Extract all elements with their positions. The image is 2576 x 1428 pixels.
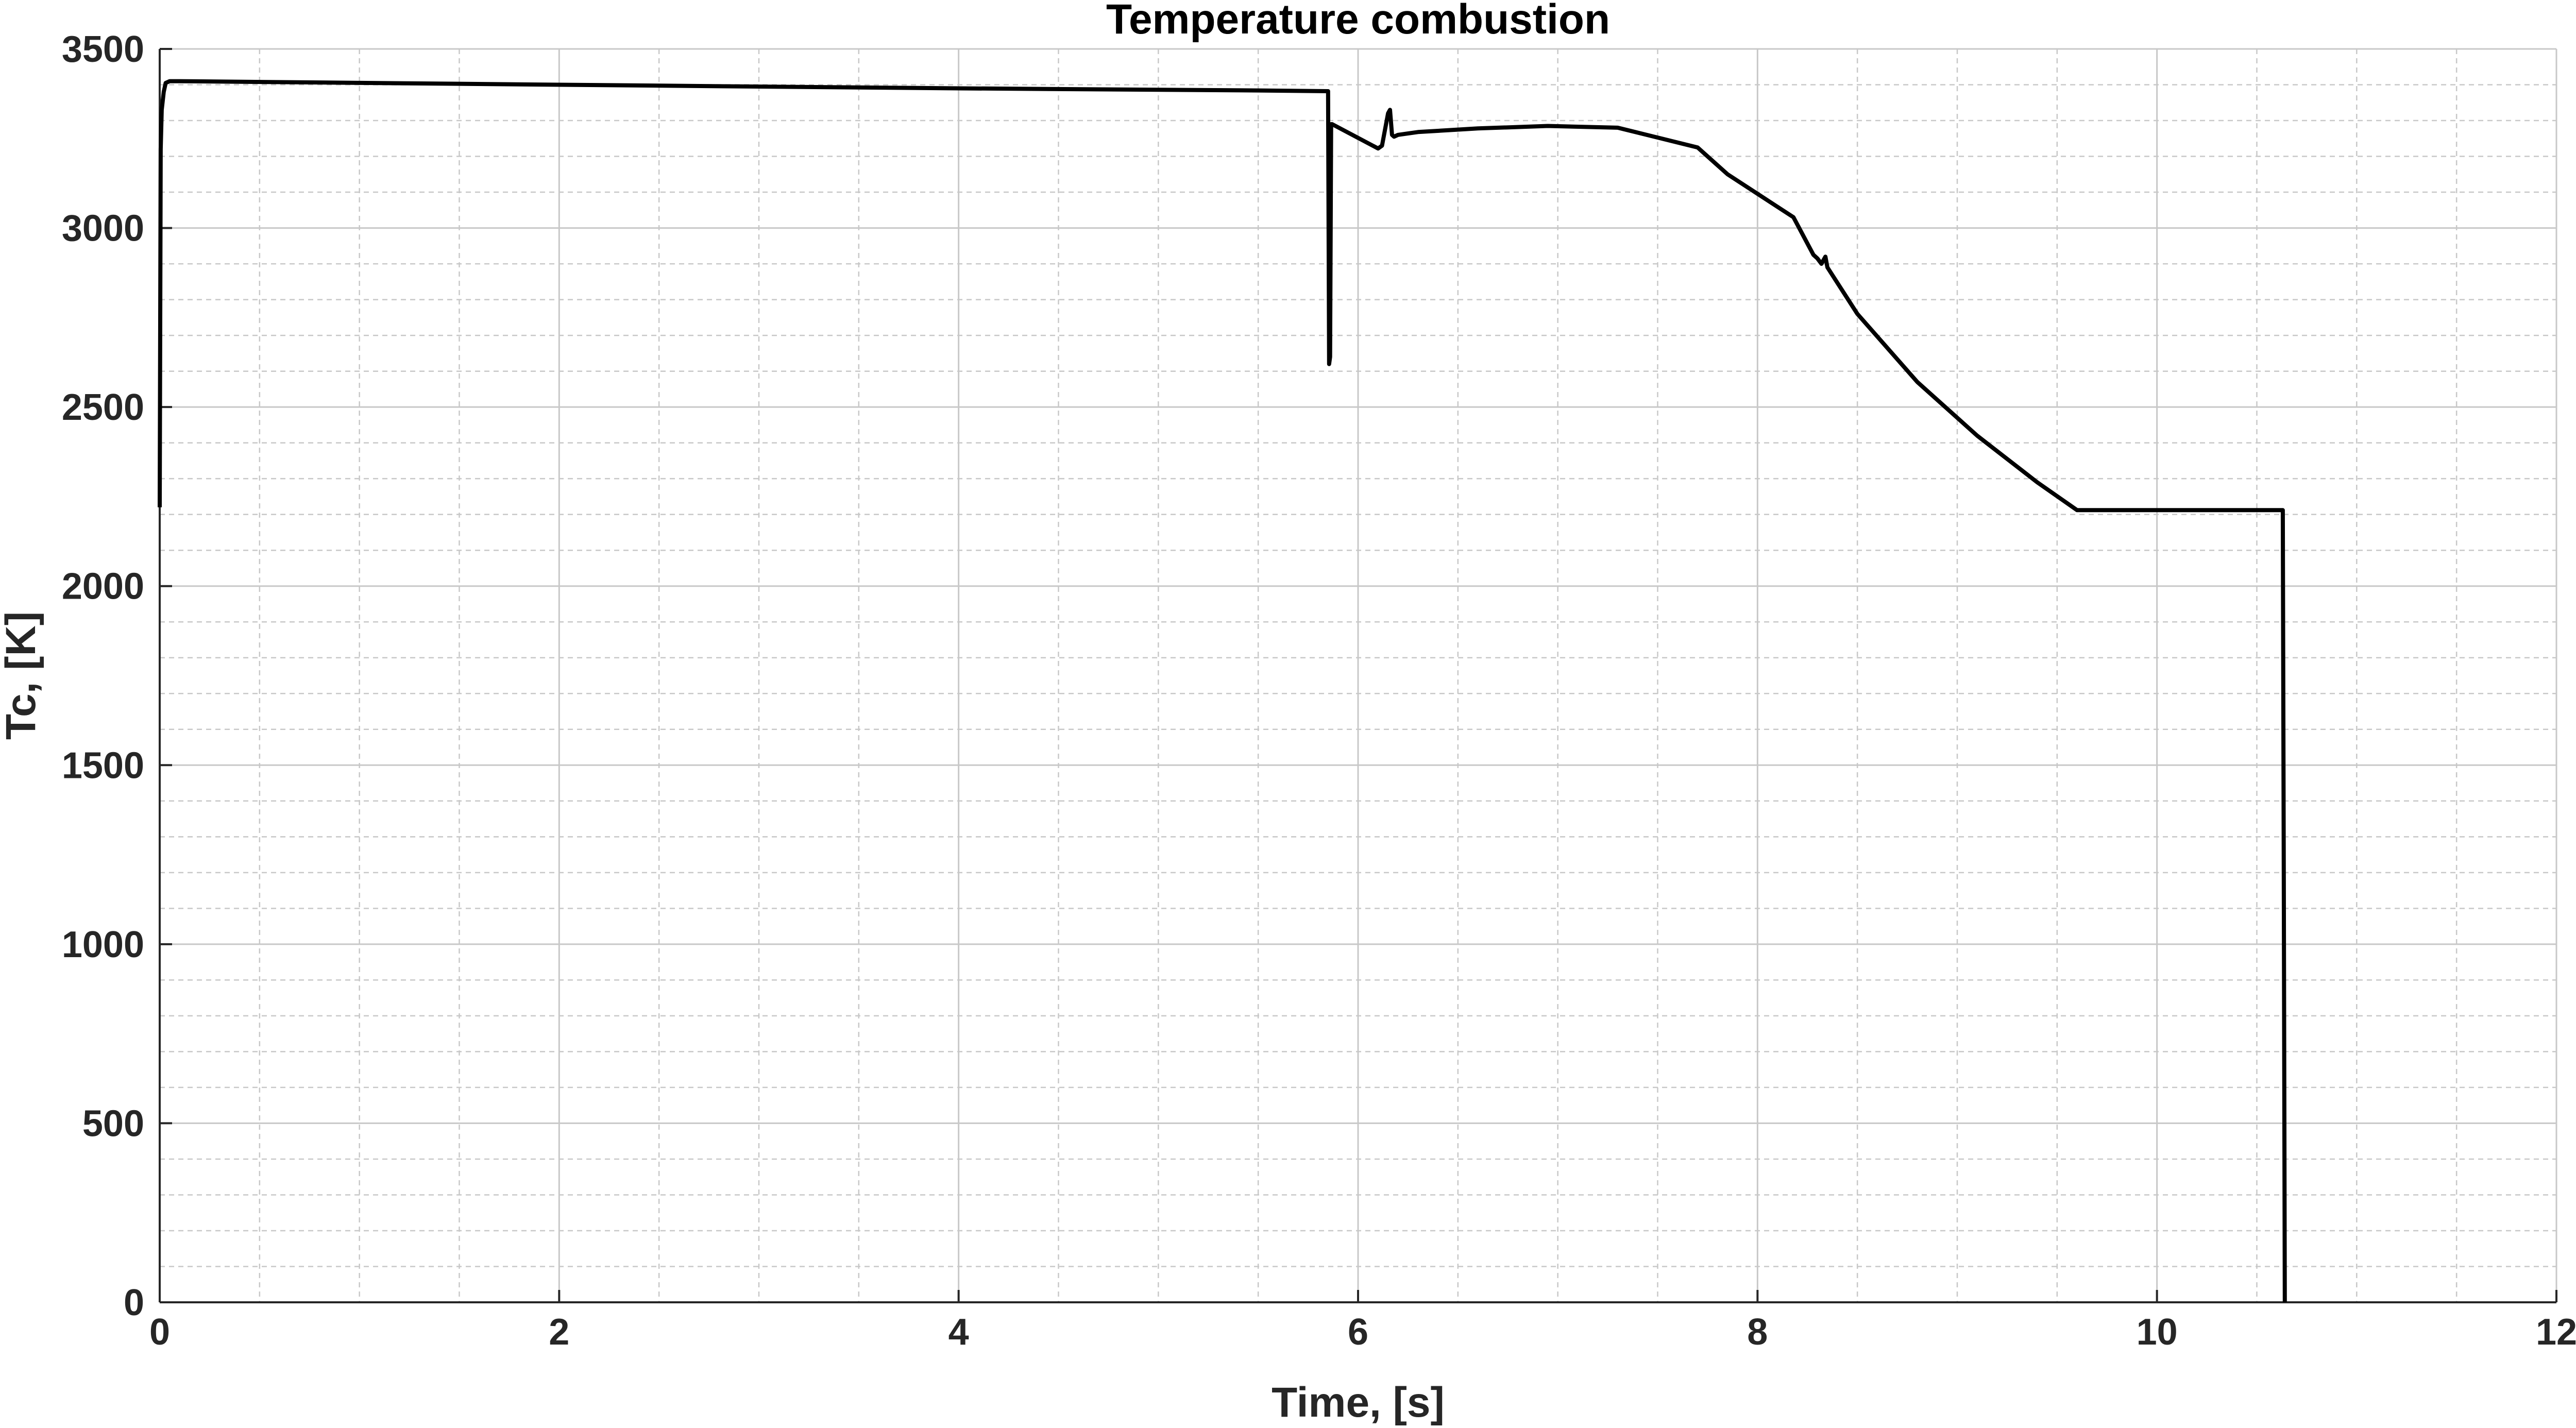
x-tick-label: 12 <box>2536 1312 2576 1353</box>
y-axis-label: Tc, [K] <box>0 611 44 740</box>
y-tick-label: 2500 <box>62 387 144 428</box>
series-line <box>158 79 2287 1303</box>
chart-title: Temperature combustion <box>1106 0 1610 43</box>
x-tick-label: 0 <box>149 1312 170 1353</box>
y-tick-label: 3500 <box>62 29 144 70</box>
y-tick-label: 3000 <box>62 208 144 249</box>
x-tick-label: 8 <box>1747 1312 1768 1353</box>
y-axis-ticks: 0 500 1000 1500 2000 2500 3000 3500 <box>62 29 172 1323</box>
series-layer <box>158 79 2287 1303</box>
x-axis-label: Time, [s] <box>1272 1379 1445 1426</box>
x-tick-label: 4 <box>948 1312 969 1353</box>
y-tick-label: 0 <box>124 1282 144 1323</box>
y-tick-label: 1000 <box>62 924 144 965</box>
y-tick-label: 2000 <box>62 566 144 607</box>
x-tick-label: 6 <box>1348 1312 1368 1353</box>
y-tick-label: 500 <box>82 1103 144 1144</box>
x-tick-label: 2 <box>549 1312 569 1353</box>
y-tick-label: 1500 <box>62 745 144 786</box>
major-grid <box>160 49 2556 1302</box>
x-axis-ticks: 0 2 4 6 8 10 12 <box>149 1290 2576 1353</box>
x-tick-label: 10 <box>2137 1312 2178 1353</box>
